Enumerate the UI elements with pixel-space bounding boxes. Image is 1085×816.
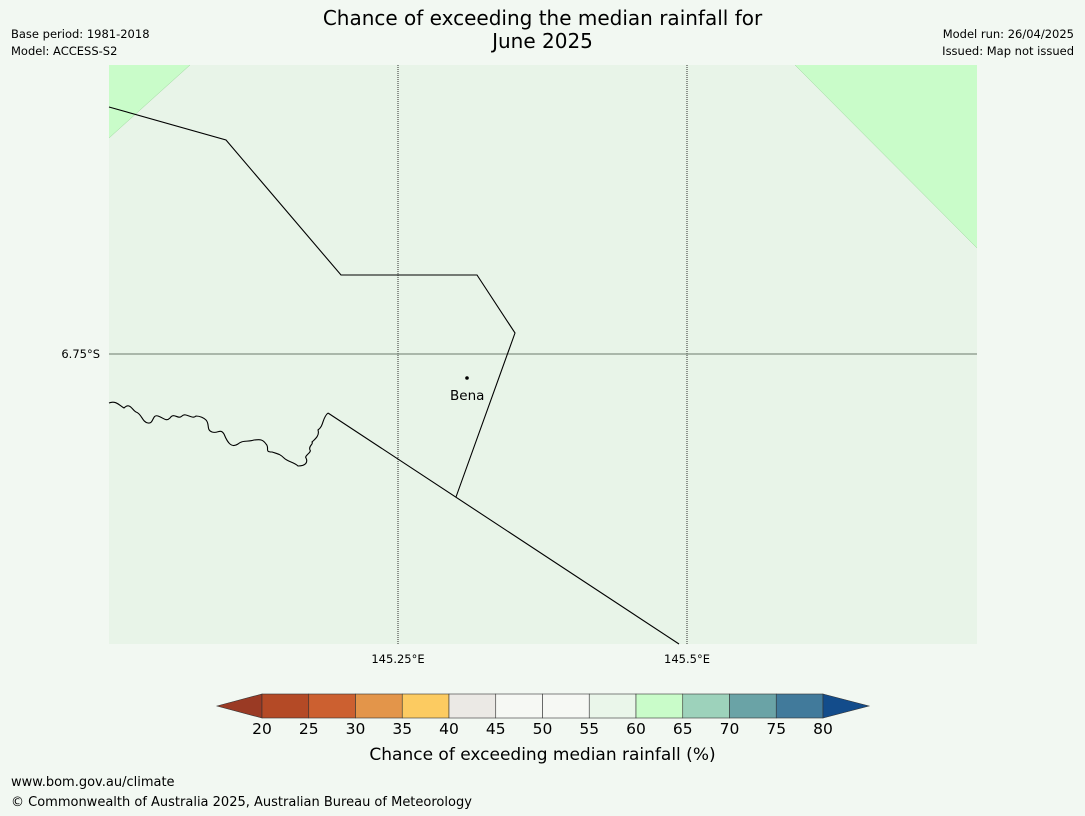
bena-marker[interactable]	[465, 376, 469, 380]
colorbar-tick-label: 70	[719, 720, 740, 738]
colorbar-extend-low	[215, 693, 263, 719]
title-line-2: June 2025	[492, 29, 593, 53]
lon-label: 145.5°E	[664, 652, 710, 666]
colorbar-tick-label: 80	[813, 720, 833, 738]
colorbar	[215, 693, 871, 719]
colorbar-segment	[308, 693, 356, 719]
place-label-bena: Bena	[450, 388, 485, 404]
colorbar-segment	[261, 693, 310, 719]
colorbar-segment	[448, 693, 497, 719]
map-title: Chance of exceeding the median rainfall …	[0, 7, 1085, 53]
lat-label: 6.75°S	[61, 347, 100, 361]
colorbar-segment	[682, 693, 730, 719]
river-boundary	[108, 401, 329, 467]
footer-url[interactable]: www.bom.gov.au/climate	[11, 775, 175, 790]
colorbar-tick-label: 35	[392, 720, 413, 738]
colorbar-tick-label: 30	[345, 720, 366, 738]
colorbar-tick-label: 55	[579, 720, 600, 738]
colorbar-tick-label: 50	[532, 720, 553, 738]
colorbar-segment	[401, 693, 450, 719]
province-boundary	[327, 412, 680, 645]
region-edge	[108, 64, 191, 139]
colorbar-tick-label: 45	[485, 720, 506, 738]
issued-status: Issued: Map not issued	[942, 44, 1074, 58]
model-run: Model run: 26/04/2025	[942, 27, 1074, 41]
colorbar-title: Chance of exceeding median rainfall (%)	[369, 745, 716, 765]
base-period: Base period: 1981-2018	[11, 27, 150, 41]
colorbar-segment	[355, 693, 403, 719]
colorbar-tick-label: 40	[439, 720, 459, 738]
footer-copyright: © Commonwealth of Australia 2025, Austra…	[11, 795, 472, 810]
title-line-1: Chance of exceeding the median rainfall …	[322, 6, 763, 30]
colorbar-segment	[495, 693, 543, 719]
region-edge	[794, 64, 978, 249]
colorbar-segment	[635, 693, 684, 719]
meta-right: Model run: 26/04/2025 Issued: Map not is…	[942, 26, 1074, 60]
colorbar-tick-label: 75	[766, 720, 787, 738]
colorbar-segment	[542, 693, 590, 719]
colorbar-tick-label: 65	[672, 720, 693, 738]
map-area[interactable]	[109, 65, 977, 644]
colorbar-tick-label: 25	[298, 720, 319, 738]
meta-left: Base period: 1981-2018 Model: ACCESS-S2	[11, 26, 150, 60]
province-boundary	[108, 106, 516, 498]
model-name: Model: ACCESS-S2	[11, 44, 118, 58]
colorbar-segment	[775, 693, 824, 719]
colorbar-tick-label: 60	[626, 720, 646, 738]
colorbar-segment	[729, 693, 777, 719]
colorbar-tick-label: 20	[252, 720, 272, 738]
colorbar-segment	[588, 693, 637, 719]
colorbar-extend-high	[822, 693, 871, 719]
lon-label: 145.25°E	[371, 652, 425, 666]
